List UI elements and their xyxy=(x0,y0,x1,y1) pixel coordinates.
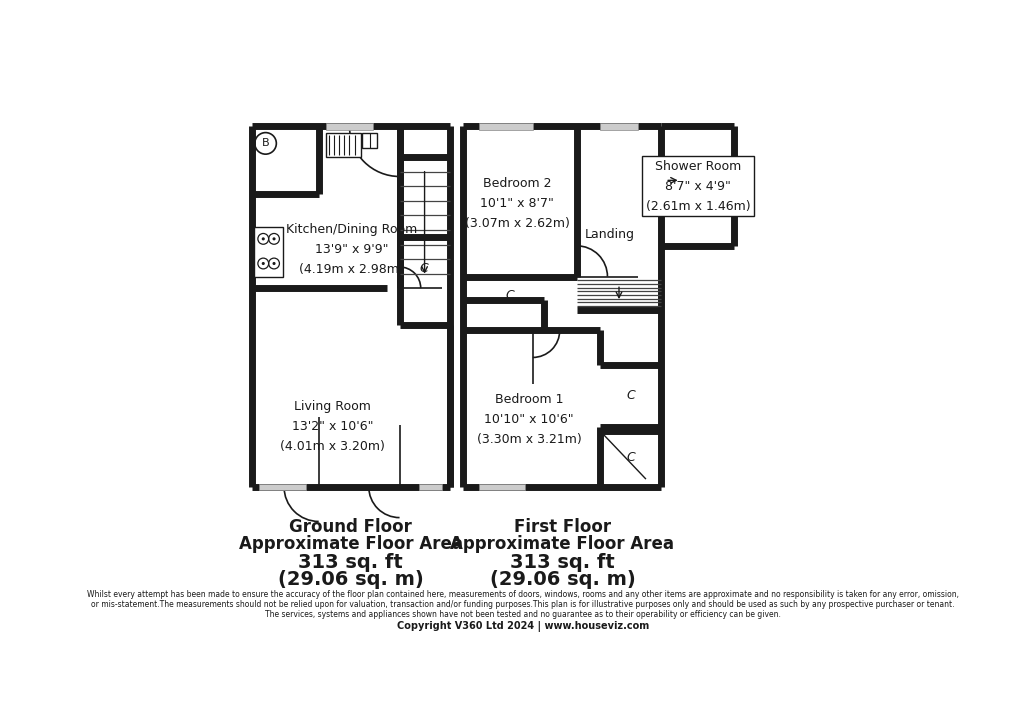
Circle shape xyxy=(262,262,265,265)
Bar xyxy=(599,123,638,130)
Bar xyxy=(326,123,372,130)
Text: Landing: Landing xyxy=(584,228,634,240)
Bar xyxy=(478,123,532,130)
Text: Kitchen/Dining Room
13'9" x 9'9"
(4.19m x 2.98m): Kitchen/Dining Room 13'9" x 9'9" (4.19m … xyxy=(286,223,417,276)
Text: Bedroom 2
10'1" x 8'7"
(3.07m x 2.62m): Bedroom 2 10'1" x 8'7" (3.07m x 2.62m) xyxy=(465,177,570,230)
Bar xyxy=(254,227,283,276)
Text: (29.06 sq. m): (29.06 sq. m) xyxy=(489,570,635,589)
Bar xyxy=(259,484,306,490)
Text: Living Room
13'2" x 10'6"
(4.01m x 3.20m): Living Room 13'2" x 10'6" (4.01m x 3.20m… xyxy=(280,400,384,453)
Text: The services, systems and appliances shown have not been tested and no guarantee: The services, systems and appliances sho… xyxy=(265,610,780,619)
Text: 313 sq. ft: 313 sq. ft xyxy=(510,553,614,572)
Text: C: C xyxy=(504,289,514,302)
Text: B: B xyxy=(262,138,269,148)
Text: Approximate Floor Area: Approximate Floor Area xyxy=(450,534,674,552)
Text: 313 sq. ft: 313 sq. ft xyxy=(298,553,403,572)
Text: C: C xyxy=(420,262,428,275)
Bar xyxy=(419,484,441,490)
Text: Bedroom 1
10'10" x 10'6"
(3.30m x 3.21m): Bedroom 1 10'10" x 10'6" (3.30m x 3.21m) xyxy=(476,392,581,446)
Text: Shower Room
8'7" x 4'9"
(2.61m x 1.46m): Shower Room 8'7" x 4'9" (2.61m x 1.46m) xyxy=(645,160,750,212)
Text: Ground Floor: Ground Floor xyxy=(289,518,412,536)
Text: (29.06 sq. m): (29.06 sq. m) xyxy=(277,570,423,589)
Text: C: C xyxy=(626,390,634,402)
Text: First Floor: First Floor xyxy=(514,518,610,536)
Circle shape xyxy=(272,238,275,240)
Circle shape xyxy=(272,262,275,265)
Bar xyxy=(362,132,377,148)
Text: Copyright V360 Ltd 2024 | www.houseviz.com: Copyright V360 Ltd 2024 | www.houseviz.c… xyxy=(396,621,648,631)
Text: Approximate Floor Area: Approximate Floor Area xyxy=(238,534,463,552)
Bar xyxy=(478,484,525,490)
Bar xyxy=(326,132,361,157)
Text: or mis-statement.The measurements should not be relied upon for valuation, trans: or mis-statement.The measurements should… xyxy=(91,600,954,609)
Text: C: C xyxy=(626,451,634,464)
Text: Whilst every attempt has been made to ensure the accuracy of the floor plan cont: Whilst every attempt has been made to en… xyxy=(87,590,958,599)
Circle shape xyxy=(262,238,265,240)
